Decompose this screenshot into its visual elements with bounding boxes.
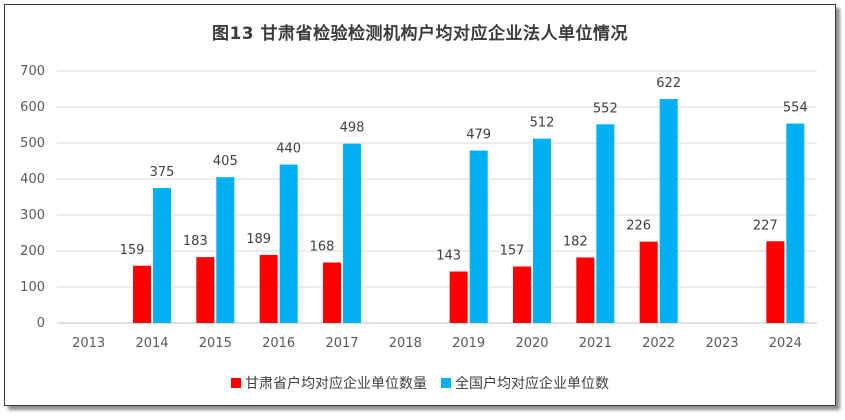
bar-national xyxy=(469,150,488,323)
bar-national xyxy=(533,138,551,323)
y-tick-label: 600 xyxy=(20,100,45,115)
legend-swatch-national xyxy=(441,378,451,388)
data-label-gansu: 159 xyxy=(120,243,145,258)
bar-national xyxy=(596,124,615,323)
y-tick-label: 100 xyxy=(20,280,45,295)
data-label-national: 512 xyxy=(530,116,555,131)
bar-gansu xyxy=(513,266,531,323)
chart-frame: 图13 甘肃省检验检测机构户均对应企业法人单位情况 0 100 200 300 400 5… xyxy=(4,4,836,406)
bar-national xyxy=(343,143,361,323)
data-label-gansu: 168 xyxy=(310,240,335,255)
data-label-national: 552 xyxy=(593,101,618,116)
data-label-national: 405 xyxy=(213,154,238,169)
legend-item-gansu: 甘肃省户均对应企业单位数量 xyxy=(231,373,427,393)
bar-national xyxy=(153,188,171,323)
y-tick-label: 0 xyxy=(37,316,45,331)
chart-legend: 甘肃省户均对应企业单位数量 全国户均对应企业单位数 xyxy=(5,373,835,393)
x-tick-label: 2016 xyxy=(262,336,295,351)
bar-gansu xyxy=(196,257,215,323)
x-tick-label: 2023 xyxy=(705,336,738,351)
bar-gansu xyxy=(133,265,151,323)
data-label-gansu: 183 xyxy=(183,234,208,249)
bar-gansu xyxy=(576,257,595,323)
data-label-national: 440 xyxy=(276,142,301,157)
x-tick-label: 2017 xyxy=(325,336,358,351)
x-tick-label: 2021 xyxy=(579,336,612,351)
x-tick-label: 2019 xyxy=(452,336,485,351)
x-tick-label: 2015 xyxy=(199,336,232,351)
legend-label-national: 全国户均对应企业单位数 xyxy=(455,376,609,392)
data-label-national: 498 xyxy=(340,121,365,136)
data-label-gansu: 189 xyxy=(246,232,271,247)
bar-national xyxy=(786,123,805,323)
data-label-national: 375 xyxy=(150,165,175,180)
data-label-national: 622 xyxy=(656,76,681,91)
data-label-national: 554 xyxy=(783,101,808,116)
bar-national xyxy=(659,99,678,323)
y-tick-label: 500 xyxy=(20,136,45,151)
data-label-gansu: 157 xyxy=(500,243,525,258)
chart-title: 图13 甘肃省检验检测机构户均对应企业法人单位情况 xyxy=(211,24,629,44)
x-tick-label: 2013 xyxy=(72,336,105,351)
bar-gansu xyxy=(449,271,468,323)
legend-label-gansu: 甘肃省户均对应企业单位数量 xyxy=(245,376,427,392)
bar-national xyxy=(279,164,298,323)
x-tick-label: 2020 xyxy=(515,336,548,351)
y-tick-label: 200 xyxy=(20,244,45,259)
bar-gansu xyxy=(766,241,785,323)
legend-item-national: 全国户均对应企业单位数 xyxy=(441,373,609,393)
data-label-gansu: 182 xyxy=(563,234,588,249)
data-label-gansu: 227 xyxy=(753,218,778,233)
legend-swatch-gansu xyxy=(231,378,241,388)
bar-gansu xyxy=(259,254,278,323)
y-tick-label: 400 xyxy=(20,172,45,187)
y-tick-label: 700 xyxy=(20,64,45,79)
data-label-national: 479 xyxy=(466,128,491,143)
x-tick-label: 2024 xyxy=(769,336,802,351)
bar-gansu xyxy=(323,262,341,323)
bar-national xyxy=(216,177,235,323)
x-tick-label: 2014 xyxy=(135,336,168,351)
chart-plot-area: 0 100 200 300 400 500 600 700 2013 2014 2015 2016 20… xyxy=(20,64,817,351)
data-label-gansu: 143 xyxy=(436,249,461,264)
bar-gansu xyxy=(639,241,658,323)
x-tick-label: 2022 xyxy=(642,336,675,351)
y-tick-label: 300 xyxy=(20,208,45,223)
x-tick-label: 2018 xyxy=(389,336,422,351)
data-label-gansu: 226 xyxy=(626,219,651,234)
